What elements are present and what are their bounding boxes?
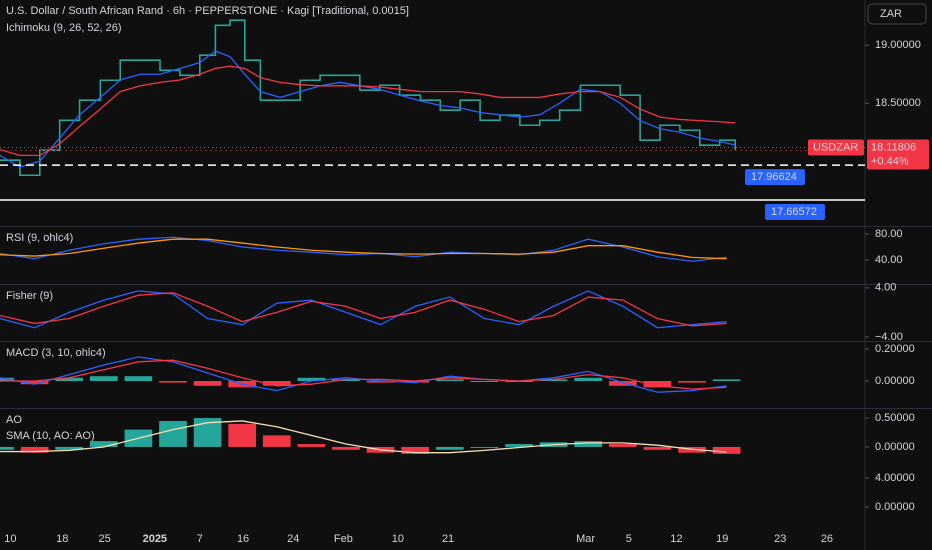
indicator-title: Ichimoku (9, 26, 52, 26)	[6, 22, 122, 34]
x-tick-label: Mar	[576, 533, 595, 545]
histogram-bar	[193, 381, 222, 386]
histogram-bar	[470, 446, 499, 448]
x-tick-label: 18	[56, 533, 68, 545]
series-line	[0, 236, 727, 262]
histogram-bar	[539, 379, 568, 381]
series-line	[0, 292, 727, 327]
histogram-bar	[262, 435, 291, 447]
series-line	[0, 359, 727, 390]
histogram-bar	[332, 379, 360, 381]
x-tick-label: 7	[197, 533, 203, 545]
histogram-bar	[435, 446, 464, 450]
y-tick-label: 80.00	[875, 228, 903, 240]
y-tick-label: 4.00000	[875, 472, 915, 484]
histogram-bar	[20, 446, 49, 453]
x-tick-label: 26	[821, 533, 833, 545]
histogram-bar	[574, 377, 603, 381]
level-box	[765, 203, 825, 220]
histogram-bar	[608, 381, 637, 386]
panel-title: MACD (3, 10, ohlc4)	[6, 347, 106, 359]
x-tick-label: 23	[774, 533, 786, 545]
y-tick-label: 0.00000	[875, 501, 915, 513]
panel-title: RSI (9, ohlc4)	[6, 232, 73, 244]
y-tick-label: 4.00	[875, 282, 896, 294]
x-tick-label: 16	[237, 533, 249, 545]
histogram-bar	[643, 381, 672, 388]
histogram-bar	[89, 441, 118, 447]
series-line	[0, 420, 727, 454]
x-tick-label: 10	[392, 533, 404, 545]
x-tick-label: 24	[287, 533, 299, 545]
chart-title: U.S. Dollar / South African Rand · 6h · …	[6, 5, 409, 17]
histogram-bar	[643, 446, 672, 450]
x-tick-label: Feb	[334, 533, 353, 545]
y-tick-label: 0.50000	[875, 412, 915, 424]
level-label: 17.66572	[771, 206, 817, 218]
histogram-bar	[401, 446, 430, 454]
x-tick-label: 10	[4, 533, 16, 545]
panel-title: Fisher (9)	[6, 290, 53, 302]
symbol-label: USDZAR	[813, 141, 858, 153]
x-tick-label: 12	[670, 533, 682, 545]
histogram-bar	[608, 444, 637, 447]
histogram-bar	[470, 381, 499, 382]
histogram-bar	[712, 379, 741, 381]
currency-button[interactable]	[867, 3, 927, 25]
x-tick-label: 2025	[143, 533, 167, 545]
change-label: +0.44%	[871, 155, 909, 167]
x-tick-label: 5	[626, 533, 632, 545]
histogram-bar	[124, 376, 153, 381]
level-label: 17.96624	[751, 171, 797, 183]
series-line	[0, 65, 736, 157]
histogram-bar	[366, 381, 395, 383]
y-tick-label: 0.00000	[875, 375, 915, 387]
histogram-bar	[55, 377, 84, 381]
series-line	[0, 238, 727, 260]
histogram-bar	[89, 376, 118, 381]
currency-label[interactable]: ZAR	[880, 8, 902, 20]
y-tick-label: −4.00	[875, 331, 903, 343]
price-box	[867, 139, 929, 170]
x-tick-label: 19	[716, 533, 728, 545]
histogram-bar	[0, 446, 14, 450]
histogram-bar	[332, 446, 360, 450]
y-tick-label: 40.00	[875, 254, 903, 266]
histogram-bar	[401, 381, 430, 383]
x-tick-label: 21	[442, 533, 454, 545]
histogram-bar	[297, 444, 326, 447]
panel-title: AO	[6, 414, 22, 426]
histogram-bar	[574, 441, 603, 447]
y-tick-label: 0.20000	[875, 343, 915, 355]
price-label: 18.11806	[871, 141, 916, 153]
histogram-bar	[159, 381, 187, 383]
symbol-box	[808, 139, 864, 156]
histogram-bar	[297, 377, 326, 381]
histogram-bar	[678, 381, 706, 383]
x-tick-label: 25	[99, 533, 111, 545]
histogram-bar	[505, 444, 533, 447]
histogram-bar	[262, 381, 291, 386]
histogram-bar	[435, 379, 464, 381]
panel-subtitle: SMA (10, AO: AO)	[6, 430, 95, 442]
histogram-bar	[159, 420, 187, 447]
histogram-bar	[712, 446, 741, 454]
histogram-bar	[20, 381, 49, 385]
y-tick-label: 0.00000	[875, 441, 915, 453]
y-tick-label: 18.50000	[875, 97, 921, 109]
level-box	[745, 169, 805, 186]
histogram-bar	[55, 446, 84, 450]
y-tick-label: 19.00000	[875, 39, 921, 51]
histogram-bar	[228, 423, 257, 447]
series-line	[0, 19, 737, 177]
